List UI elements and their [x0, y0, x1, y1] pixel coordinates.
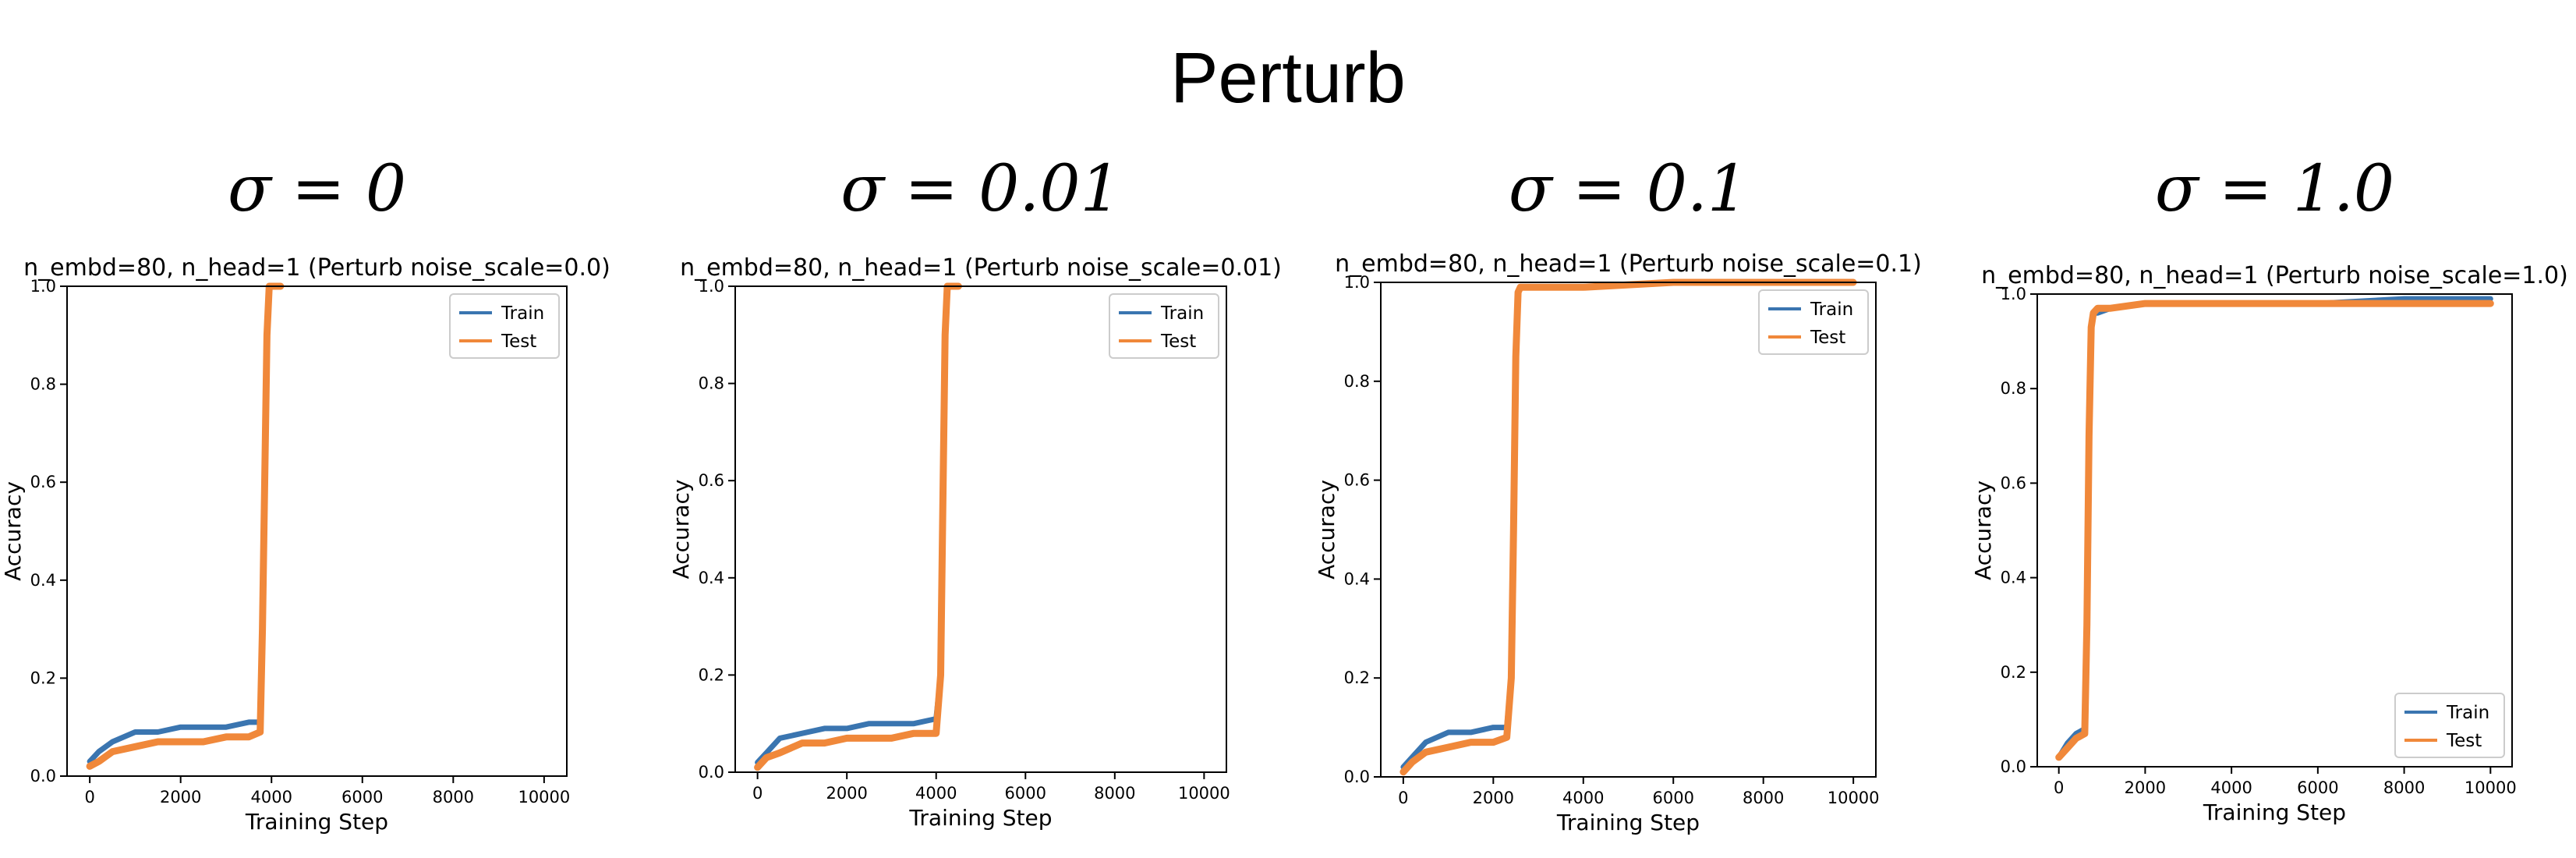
- legend: Train Test: [1758, 289, 1869, 355]
- panel-label: σ = 0: [228, 152, 406, 226]
- y-tick-label: 1.0: [699, 277, 724, 296]
- x-tick-label: 6000: [2297, 778, 2338, 797]
- y-axis-label: Accuracy: [0, 481, 26, 581]
- y-tick-label: 0.0: [1344, 768, 1370, 786]
- panel-label: σ = 0.1: [1509, 152, 1748, 226]
- y-tick-label: 0.6: [30, 473, 56, 491]
- x-tick-label: 6000: [341, 788, 383, 807]
- chart-title: n_embd=80, n_head=1 (Perturb noise_scale…: [23, 254, 610, 282]
- x-tick-label: 0: [752, 784, 763, 803]
- y-tick-label: 0.8: [699, 374, 724, 393]
- chart-title: n_embd=80, n_head=1 (Perturb noise_scale…: [1981, 262, 2568, 289]
- y-tick-label: 0.8: [1344, 372, 1370, 391]
- x-axis-label: Training Step: [1556, 810, 1700, 835]
- x-tick-label: 6000: [1005, 784, 1046, 803]
- x-axis-label: Training Step: [245, 809, 388, 835]
- y-tick-label: 0.0: [30, 767, 56, 785]
- x-tick-label: 2000: [826, 784, 867, 803]
- x-tick-label: 8000: [2383, 778, 2425, 797]
- legend: Train Test: [2394, 693, 2505, 758]
- y-tick-label: 0.4: [699, 569, 724, 587]
- chart-title: n_embd=80, n_head=1 (Perturb noise_scale…: [680, 254, 1282, 282]
- x-tick-label: 10000: [518, 788, 570, 807]
- x-tick-label: 10000: [2465, 778, 2517, 797]
- y-axis-label: Accuracy: [1970, 480, 1996, 580]
- y-tick-label: 0.6: [2001, 473, 2026, 492]
- y-axis-label: Accuracy: [1314, 480, 1339, 580]
- legend: Train Test: [449, 293, 560, 359]
- chart-panel-1: σ = 0.01 n_embd=80, n_head=1 (Perturb noi…: [668, 152, 1282, 831]
- series-line-test: [754, 282, 962, 771]
- x-tick-label: 4000: [2210, 778, 2252, 797]
- legend-label-test: Test: [1160, 332, 1196, 352]
- y-tick-label: 0.4: [1344, 569, 1370, 588]
- series-line-train: [755, 283, 961, 765]
- plot-frame: [2036, 293, 2513, 768]
- x-axis-label: Training Step: [908, 805, 1052, 831]
- legend-label-test: Test: [2446, 731, 2482, 751]
- chart-panel-3: σ = 1.0 n_embd=80, n_head=1 (Perturb nois…: [1970, 152, 2568, 825]
- x-tick-label: 0: [84, 788, 94, 807]
- legend-label-test: Test: [501, 332, 536, 352]
- legend-label-train: Train: [2446, 703, 2489, 723]
- y-tick-label: 0.4: [2001, 569, 2026, 587]
- chart-panel-0: σ = 0 n_embd=80, n_head=1 (Perturb noise_…: [0, 152, 610, 835]
- y-tick-label: 0.2: [30, 668, 56, 687]
- y-tick-label: 0.2: [2001, 663, 2026, 682]
- figure-title: Perturb: [1170, 38, 1406, 118]
- plot-frame: [1380, 282, 1877, 778]
- x-tick-label: 0: [1398, 789, 1408, 807]
- x-tick-label: 4000: [251, 788, 292, 807]
- x-tick-label: 0: [2054, 778, 2064, 797]
- x-axis-label: Training Step: [2203, 800, 2346, 825]
- legend-label-test: Test: [1810, 328, 1845, 348]
- series-line-train: [1400, 279, 1856, 770]
- x-tick-label: 6000: [1653, 789, 1694, 807]
- x-tick-label: 8000: [1743, 789, 1784, 807]
- y-tick-label: 0.8: [2001, 379, 2026, 398]
- series-line-train: [2056, 296, 2493, 760]
- plot-frame: [66, 285, 568, 777]
- x-tick-label: 2000: [2125, 778, 2166, 797]
- legend-label-train: Train: [1160, 303, 1204, 324]
- x-tick-label: 4000: [915, 784, 957, 803]
- y-tick-label: 0.0: [2001, 757, 2026, 776]
- panel-label: σ = 1.0: [2155, 152, 2394, 226]
- series-line-test: [2055, 300, 2494, 761]
- plot-frame: [734, 285, 1227, 773]
- legend-label-train: Train: [501, 303, 544, 324]
- x-tick-label: 2000: [1473, 789, 1514, 807]
- y-tick-label: 1.0: [30, 277, 56, 296]
- x-tick-label: 10000: [1178, 784, 1230, 803]
- y-tick-label: 0.6: [1344, 471, 1370, 490]
- panel-label: σ = 0.01: [840, 152, 1120, 226]
- y-tick-label: 1.0: [1344, 273, 1370, 292]
- y-tick-label: 0.2: [1344, 668, 1370, 687]
- y-tick-label: 0.8: [30, 375, 56, 394]
- x-tick-label: 2000: [160, 788, 201, 807]
- x-tick-label: 8000: [1094, 784, 1135, 803]
- y-tick-label: 1.0: [2001, 285, 2026, 303]
- series-line-train: [87, 283, 284, 764]
- series-line-test: [86, 282, 285, 770]
- y-tick-label: 0.6: [699, 471, 724, 490]
- y-tick-label: 0.0: [699, 763, 724, 782]
- x-tick-label: 8000: [433, 788, 474, 807]
- x-tick-label: 10000: [1828, 789, 1880, 807]
- legend: Train Test: [1109, 293, 1219, 359]
- y-tick-label: 0.2: [699, 665, 724, 684]
- y-tick-label: 0.4: [30, 571, 56, 590]
- legend-label-train: Train: [1810, 300, 1853, 320]
- x-tick-label: 4000: [1562, 789, 1604, 807]
- chart-panel-2: σ = 0.1 n_embd=80, n_head=1 (Perturb nois…: [1314, 152, 1922, 835]
- chart-title: n_embd=80, n_head=1 (Perturb noise_scale…: [1335, 250, 1922, 278]
- y-axis-label: Accuracy: [668, 480, 694, 580]
- series-line-test: [1399, 278, 1857, 776]
